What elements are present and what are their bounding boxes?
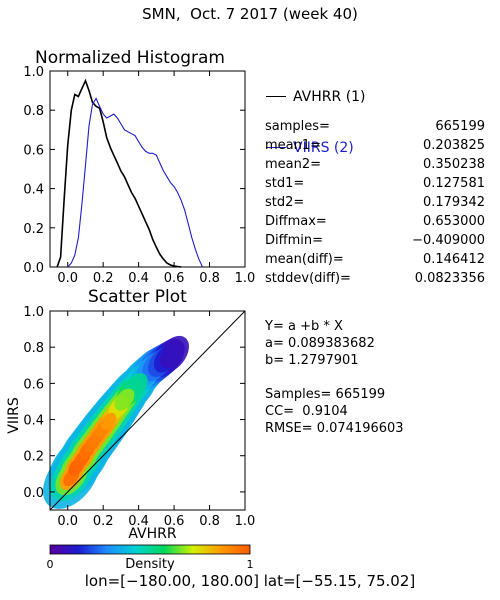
statistics-panel: samples= 665199 mean1= 0.203825 mean2= 0.3502… [265,117,485,288]
scatter-y-axis-label: VIIRS [6,397,22,434]
regression-line-text: Samples= 665199 [265,387,386,402]
scatter-x-axis-label: AVHRR [128,526,177,542]
figure-title: SMN, Oct. 7 2017 (week 40) [142,5,358,23]
colorbar [49,544,251,555]
histogram-y-tick-label: 0.6 [23,143,44,158]
scatter-density-cloud [43,335,189,509]
footer-coordinates: lon=[−180.00, 180.00] lat=[−55.15, 75.02… [84,572,416,590]
stat-row: mean(diff)= 0.146412 [265,250,485,269]
stat-label: Diffmax= [265,214,327,229]
stat-row: mean1= 0.203825 [265,136,485,155]
scatter-y-tick-label: 1.0 [23,305,44,320]
histogram-legend: AVHRR (1) VIIRS (2) [266,55,366,173]
scatter-x-tick-label: 0.6 [164,514,185,529]
stat-value: 0.179342 [422,195,485,210]
stat-value: −0.409000 [412,233,485,248]
histogram-x-tick-label: 0.0 [57,271,78,286]
regression-line-text: a= 0.089383682 [265,336,375,351]
stat-row: std2= 0.179342 [265,193,485,212]
histogram-x-tick-label: 0.4 [128,271,149,286]
scatter-y-tick-label: 0.6 [23,377,44,392]
legend-swatch-avhrr [266,96,286,97]
stat-label: Diffmin= [265,233,323,248]
stat-label: mean2= [265,157,322,172]
legend-label-avhrr: AVHRR (1) [293,88,366,105]
scatter-y-tick-label: 0.4 [23,414,44,429]
colorbar-label: Density [125,557,175,572]
histogram-series-avhrr [56,78,182,268]
stat-label: std1= [265,176,305,191]
histogram-y-tick-label: 1.0 [23,65,44,80]
stat-value: 665199 [435,119,485,134]
colorbar-max-label: 1 [247,558,254,571]
histogram-x-tick-label: 0.6 [164,271,185,286]
scatter-y-tick-label: 0.8 [23,341,44,356]
scatter-point [159,340,185,369]
histogram-y-tick-label: 0.0 [23,261,44,276]
scatter-point [114,388,135,411]
scatter-one-to-one-line [49,310,246,511]
stat-value: 0.127581 [422,176,485,191]
scatter-frame [49,310,246,511]
stat-label: mean1= [265,138,322,153]
regression-panel: Y= a +b * X a= 0.089383682 b= 1.2797901 Sa… [265,318,404,437]
scatter-x-tick-label: 0.0 [57,514,78,529]
histogram-y-tick-label: 0.4 [23,183,44,198]
scatter-y-tick-label: 0.2 [23,450,44,465]
stat-value: 0.350238 [422,157,485,172]
colorbar-min-label: 0 [47,558,54,571]
stat-value: 0.653000 [422,214,485,229]
histogram-y-tick-label: 0.2 [23,222,44,237]
stat-value: 0.146412 [422,252,485,267]
histogram-series-viirs [67,97,203,268]
stat-value: 0.203825 [422,138,485,153]
stat-label: std2= [265,195,305,210]
stat-row: std1= 0.127581 [265,174,485,193]
histogram-x-tick-label: 0.8 [199,271,220,286]
stat-label: stddev(diff)= [265,271,351,286]
histogram-title: Normalized Histogram [35,48,225,68]
histogram-x-tick-label: 1.0 [235,271,256,286]
stat-row: Diffmax= 0.653000 [265,212,485,231]
legend-swatch-viirs [266,147,286,148]
regression-line-text: CC= 0.9104 [265,404,348,419]
scatter-title: Scatter Plot [88,287,187,307]
regression-line-text: b= 1.2797901 [265,353,359,368]
scatter-point [100,412,117,430]
scatter-x-tick-label: 1.0 [235,514,256,529]
regression-line-text: Y= a +b * X [265,319,343,334]
stat-row: Diffmin= −0.409000 [265,231,485,250]
scatter-y-tick-label: 0.0 [23,486,44,501]
legend-label-viirs: VIIRS (2) [293,139,354,156]
scatter-x-tick-label: 0.2 [93,514,114,529]
stat-row: samples= 665199 [265,117,485,136]
stat-label: mean(diff)= [265,252,344,267]
regression-line-text: RMSE= 0.074196603 [265,421,404,436]
legend-item-viirs: VIIRS (2) [266,138,366,157]
scatter-x-tick-label: 0.4 [128,514,149,529]
scatter-x-tick-label: 0.8 [199,514,220,529]
histogram-frame [49,70,246,268]
stat-row: mean2= 0.350238 [265,155,485,174]
stat-row: stddev(diff)= 0.0823356 [265,269,485,288]
histogram-x-tick-label: 0.2 [93,271,114,286]
histogram-y-tick-label: 0.8 [23,104,44,119]
stat-value: 0.0823356 [414,271,485,286]
legend-item-avhrr: AVHRR (1) [266,87,366,106]
stat-label: samples= [265,119,330,134]
